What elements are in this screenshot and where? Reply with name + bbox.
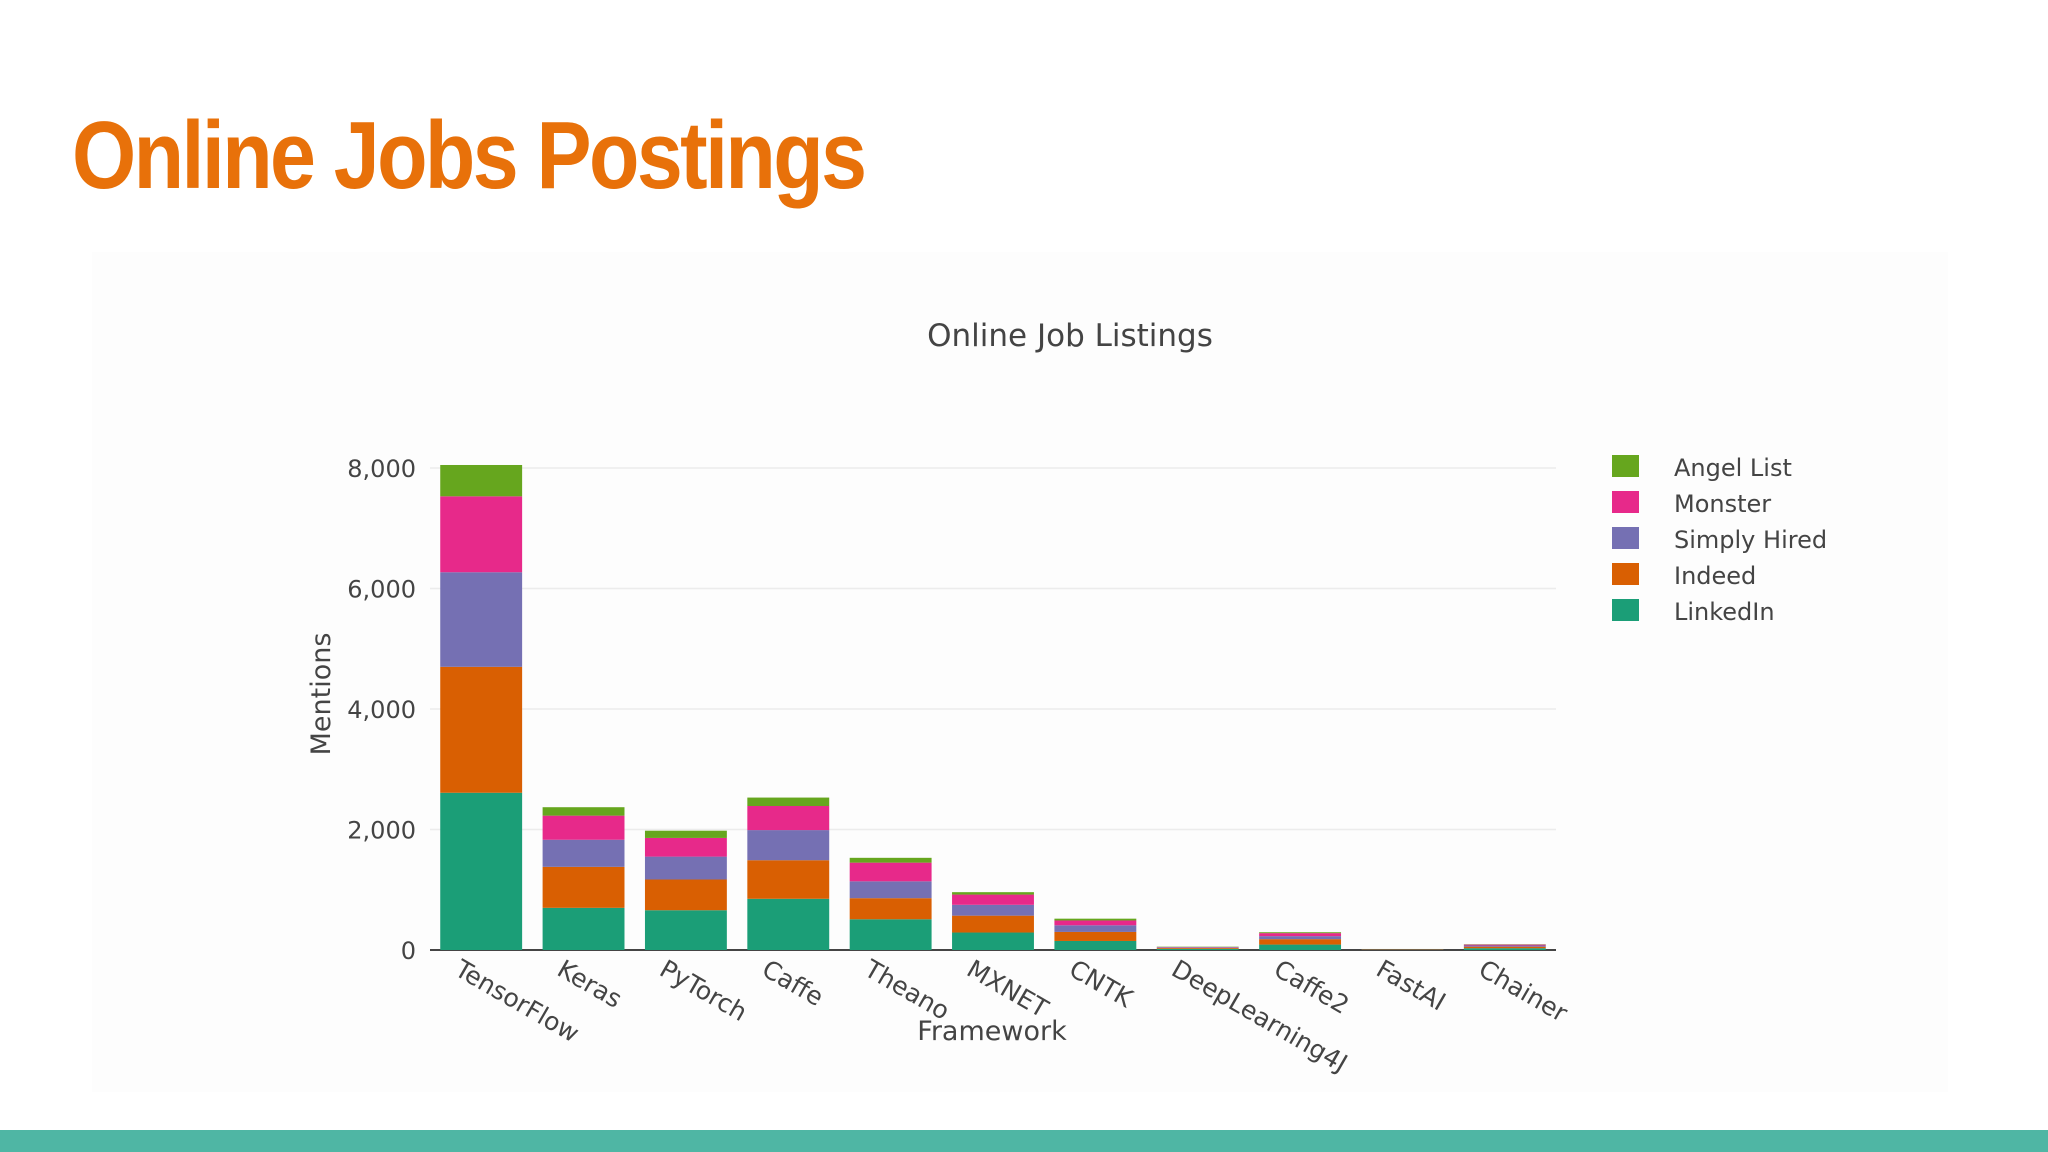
bar-segment [849, 881, 932, 899]
x-tick-label: Caffe [757, 954, 828, 1012]
legend-label: LinkedIn [1674, 598, 1775, 626]
bar-segment [952, 932, 1034, 950]
legend-swatch [1612, 527, 1639, 549]
bar-segment [440, 496, 523, 573]
x-tick-label: PyTorch [655, 954, 752, 1027]
bar-segment [1259, 936, 1342, 940]
bar-segment [542, 839, 625, 867]
y-tick-label: 2,000 [347, 817, 416, 845]
bar-segment [1259, 939, 1342, 945]
legend-item: Simply Hired [1612, 526, 1827, 554]
legend-item: LinkedIn [1612, 598, 1775, 626]
x-tick-label: CNTK [1064, 954, 1138, 1013]
bar-segment [747, 860, 830, 899]
y-tick-label: 6,000 [347, 576, 416, 604]
bar-segment [440, 464, 523, 497]
bar-segment [440, 572, 523, 667]
bar-segment [1156, 948, 1239, 950]
legend-label: Simply Hired [1674, 526, 1827, 554]
bars [440, 464, 1546, 950]
bar-segment [952, 915, 1034, 933]
bar-segment [952, 892, 1034, 895]
footer-bar [0, 1130, 2048, 1152]
y-axis: 0 2,000 4,000 6,000 8,000 [347, 455, 416, 965]
bar-segment [440, 792, 523, 950]
bar-segment [849, 919, 932, 950]
bar-segment [1463, 945, 1546, 947]
bar-segment [1463, 946, 1546, 949]
bar-segment [644, 910, 727, 950]
x-tick-label: Keras [553, 954, 627, 1014]
legend-label: Monster [1674, 490, 1771, 518]
x-tick-label: FastAI [1371, 954, 1450, 1016]
legend-item: Indeed [1612, 562, 1756, 590]
bar-segment [1054, 920, 1137, 926]
bar-segment [542, 907, 625, 950]
bar-segment [849, 857, 932, 863]
legend-item: Monster [1612, 490, 1771, 518]
bar-segment [952, 904, 1034, 916]
bar-segment [747, 898, 830, 950]
y-tick-label: 4,000 [347, 696, 416, 724]
y-tick-label: 8,000 [347, 455, 416, 483]
stacked-bar-chart: Online Job Listings 0 2,000 4,000 6,000 8,00… [306, 318, 1827, 1078]
chart-panel: Online Job Listings 0 2,000 4,000 6,000 8,00… [92, 252, 1948, 1092]
bar-segment [1156, 947, 1239, 949]
legend-item: Angel List [1612, 454, 1792, 482]
x-tick-label: Chainer [1474, 954, 1573, 1028]
x-tick-label: MXNET [962, 954, 1054, 1024]
legend-swatch [1612, 563, 1639, 585]
x-axis-title: Framework [917, 1016, 1067, 1047]
bar-segment [747, 830, 830, 861]
y-tick-label: 0 [401, 937, 416, 965]
bar-segment [747, 806, 830, 831]
bar-segment [849, 898, 932, 920]
bar-segment [644, 837, 727, 857]
bar-segment [644, 879, 727, 911]
bar-segment [542, 866, 625, 908]
bar-segment [1054, 925, 1137, 932]
bar-segment [952, 894, 1034, 905]
y-axis-title: Mentions [306, 633, 337, 756]
bar-segment [1054, 918, 1137, 921]
legend-swatch [1612, 599, 1639, 621]
bar-segment [1463, 948, 1546, 950]
bar-segment [1156, 947, 1239, 948]
bar-segment [440, 666, 523, 793]
slide-title: Online Jobs Postings [72, 102, 867, 209]
legend-swatch [1612, 491, 1639, 513]
legend-swatch [1612, 455, 1639, 477]
bar-segment [1054, 931, 1137, 941]
bar-segment [542, 815, 625, 840]
bar-segment [1259, 932, 1342, 934]
bar-segment [644, 830, 727, 838]
legend: Angel List Monster Simply Hired Indeed Linke… [1612, 454, 1827, 626]
x-tick-label: Theano [859, 954, 955, 1026]
bar-segment [1054, 940, 1137, 950]
bar-segment [849, 862, 932, 882]
legend-label: Angel List [1674, 454, 1792, 482]
x-tick-label: DeepLearning4J [1167, 954, 1353, 1078]
bar-segment [1463, 944, 1546, 946]
x-tick-label: Caffe2 [1269, 954, 1354, 1020]
chart-title: Online Job Listings [927, 318, 1213, 354]
bar-segment [644, 856, 727, 880]
bar-segment [542, 807, 625, 816]
bar-segment [747, 797, 830, 807]
legend-label: Indeed [1674, 562, 1756, 590]
bar-segment [1259, 933, 1342, 937]
bar-segment [1259, 944, 1342, 950]
